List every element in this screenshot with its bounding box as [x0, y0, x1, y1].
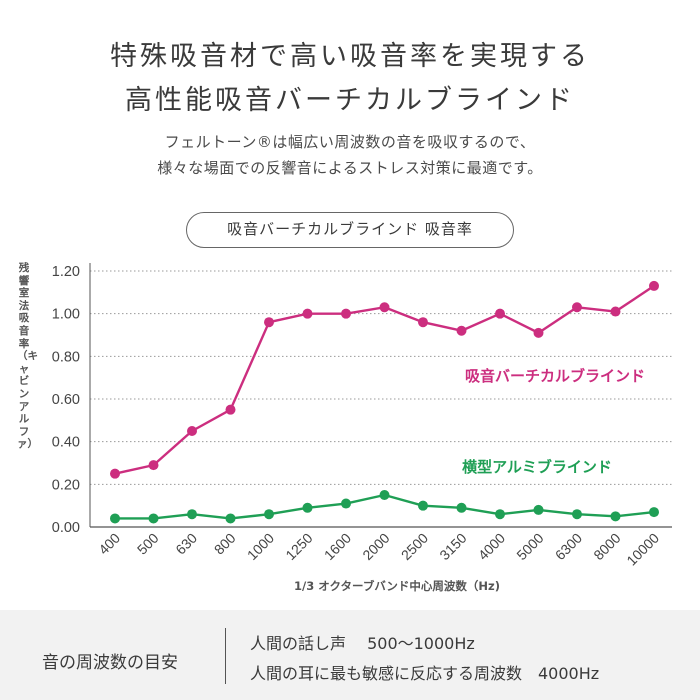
series-layer: [110, 280, 659, 524]
y-tick-label: 0.00: [52, 520, 80, 536]
x-tick-label: 1000: [244, 530, 277, 563]
data-point: [110, 468, 120, 479]
series-label: 吸音バーチカルブラインド: [465, 367, 645, 385]
x-tick-label: 6300: [552, 530, 585, 563]
data-point: [610, 306, 621, 317]
data-point: [187, 509, 197, 520]
headline-line-2: 高性能吸音バーチカルブラインド: [125, 85, 575, 116]
data-point: [379, 490, 390, 500]
data-point: [456, 325, 467, 336]
y-tick-label: 0.80: [52, 349, 80, 365]
data-point: [649, 507, 659, 518]
absorption-line-chart: 0.00 0.20 0.40 0.60 0.80 1.00 1.20 400 500 630 800…: [52, 263, 672, 593]
subtext-line-2: 様々な場面での反響音によるストレス対策に最適です。: [157, 159, 543, 177]
headline-line-1: 特殊吸音材で高い吸音率を実現する: [110, 41, 590, 72]
x-tick-label: 1250: [282, 530, 315, 563]
data-point: [495, 308, 505, 319]
data-point: [341, 308, 351, 319]
data-point: [649, 280, 659, 291]
footer-divider: [225, 628, 226, 684]
y-tick-label: 0.20: [52, 477, 80, 493]
data-point: [225, 404, 236, 415]
data-point: [187, 426, 197, 436]
x-tick-label: 5000: [513, 530, 546, 563]
x-tick-label: 10000: [623, 530, 662, 569]
x-tick-label: 2000: [359, 530, 392, 563]
x-tick-label: 1600: [321, 530, 354, 563]
footer-voice-range: 人間の話し声 500〜1000Hz: [250, 634, 475, 653]
grid-layer: [90, 270, 672, 485]
x-tick-label: 400: [95, 530, 123, 558]
data-point: [572, 509, 582, 520]
x-tick-label: 3150: [436, 530, 469, 563]
footer-title: 音の周波数の目安: [42, 653, 178, 673]
x-tick-label: 500: [134, 530, 162, 558]
data-point: [302, 308, 313, 319]
y-tick-label: 1.00: [52, 307, 80, 323]
data-point: [572, 302, 582, 313]
data-point: [264, 317, 274, 328]
data-point: [148, 460, 159, 471]
x-tick-label: 800: [211, 530, 239, 558]
data-point: [110, 513, 120, 524]
axis-layer: 0.00 0.20 0.40 0.60 0.80 1.00 1.20 400 500 630 800…: [52, 263, 672, 593]
data-point: [610, 511, 621, 522]
data-point: [225, 513, 236, 524]
data-point: [302, 502, 313, 513]
subtext-line-1: フェルトーン®は幅広い周波数の音を吸収するので、: [164, 133, 536, 151]
data-point: [418, 317, 428, 328]
y-tick-label: 0.40: [52, 435, 80, 451]
y-tick-label: 0.60: [52, 392, 80, 408]
data-point: [495, 509, 505, 520]
data-point: [533, 504, 544, 515]
data-point: [341, 498, 351, 509]
y-tick-label: 1.20: [52, 264, 80, 280]
x-tick-label: 2500: [398, 530, 431, 563]
series-label: 横型アルミブラインド: [462, 458, 612, 476]
footer-sensitive-frequency: 人間の耳に最も敏感に反応する周波数 4000Hz: [250, 664, 600, 683]
data-point: [264, 509, 274, 520]
x-tick-label: 630: [172, 530, 200, 558]
x-axis-label: 1/3 オクターブバンド中心周波数（Hz): [294, 579, 500, 593]
chart-title-pill: 吸音バーチカルブラインド 吸音率: [186, 212, 514, 248]
data-point: [456, 502, 467, 513]
data-point: [148, 513, 159, 524]
y-axis-label: 残響室法吸音率（キャビンアルファ）: [17, 262, 38, 451]
x-tick-label: 4000: [475, 530, 508, 563]
data-point: [533, 327, 544, 338]
data-point: [418, 500, 428, 511]
x-tick-label: 8000: [590, 530, 623, 563]
data-point: [379, 302, 390, 313]
footer-panel: 音の周波数の目安 人間の話し声 500〜1000Hz 人間の耳に最も敏感に反応す…: [0, 610, 700, 700]
